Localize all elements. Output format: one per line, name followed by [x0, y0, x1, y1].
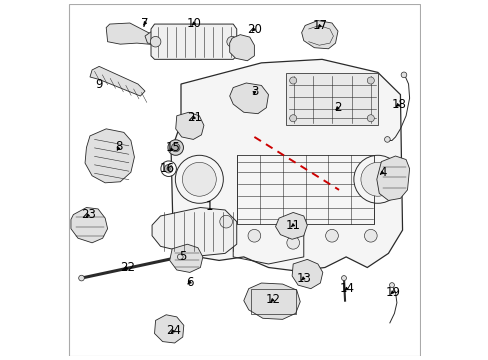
Polygon shape: [244, 283, 300, 319]
Polygon shape: [169, 244, 203, 273]
Polygon shape: [376, 156, 409, 201]
Circle shape: [289, 115, 296, 122]
Text: 3: 3: [250, 85, 258, 98]
Polygon shape: [301, 21, 337, 49]
Circle shape: [400, 72, 406, 78]
Text: 1: 1: [205, 200, 213, 213]
Circle shape: [175, 155, 223, 203]
Circle shape: [177, 254, 183, 260]
Polygon shape: [229, 35, 254, 61]
Polygon shape: [229, 83, 268, 114]
Circle shape: [166, 167, 170, 171]
Text: 12: 12: [264, 293, 280, 306]
Text: 14: 14: [339, 282, 354, 295]
Text: 4: 4: [378, 166, 386, 179]
Circle shape: [286, 237, 299, 249]
Circle shape: [247, 229, 260, 242]
Text: 17: 17: [312, 19, 327, 32]
Text: 2: 2: [334, 101, 341, 114]
Text: 7: 7: [141, 17, 148, 30]
Polygon shape: [291, 259, 322, 289]
Circle shape: [360, 162, 394, 196]
Text: 18: 18: [391, 98, 406, 111]
Text: 19: 19: [385, 286, 399, 299]
Circle shape: [289, 77, 296, 84]
Text: 10: 10: [186, 17, 202, 30]
Polygon shape: [85, 129, 134, 183]
Text: 9: 9: [95, 78, 102, 91]
Circle shape: [366, 77, 374, 84]
Circle shape: [182, 162, 216, 196]
Circle shape: [364, 229, 376, 242]
Polygon shape: [106, 23, 163, 45]
Text: 22: 22: [120, 261, 135, 274]
Circle shape: [150, 36, 161, 47]
Circle shape: [353, 155, 401, 203]
Polygon shape: [71, 207, 107, 243]
Polygon shape: [285, 73, 377, 125]
Text: 13: 13: [296, 271, 310, 284]
Circle shape: [167, 140, 183, 155]
Bar: [250, 289, 295, 314]
Circle shape: [341, 276, 346, 280]
Circle shape: [384, 136, 389, 142]
Circle shape: [325, 229, 338, 242]
Text: 21: 21: [186, 111, 202, 124]
Circle shape: [79, 275, 84, 281]
Polygon shape: [154, 315, 183, 343]
Circle shape: [226, 36, 237, 47]
Text: 6: 6: [186, 276, 193, 289]
Text: 11: 11: [285, 219, 300, 231]
Polygon shape: [175, 112, 203, 139]
Polygon shape: [151, 24, 236, 59]
Circle shape: [366, 115, 374, 122]
Circle shape: [161, 161, 176, 176]
Circle shape: [389, 283, 394, 288]
Text: 15: 15: [165, 141, 180, 154]
Polygon shape: [275, 212, 306, 239]
Polygon shape: [145, 30, 163, 44]
Circle shape: [171, 143, 180, 152]
Polygon shape: [152, 207, 236, 256]
Text: 20: 20: [246, 23, 261, 36]
Circle shape: [219, 215, 232, 228]
Text: 16: 16: [160, 162, 175, 175]
Polygon shape: [90, 66, 145, 96]
Text: 5: 5: [179, 251, 186, 264]
Text: 24: 24: [165, 324, 181, 337]
Bar: [236, 154, 374, 224]
Text: 8: 8: [115, 140, 122, 153]
Text: 23: 23: [81, 208, 96, 221]
Polygon shape: [171, 59, 402, 271]
Circle shape: [164, 165, 173, 173]
